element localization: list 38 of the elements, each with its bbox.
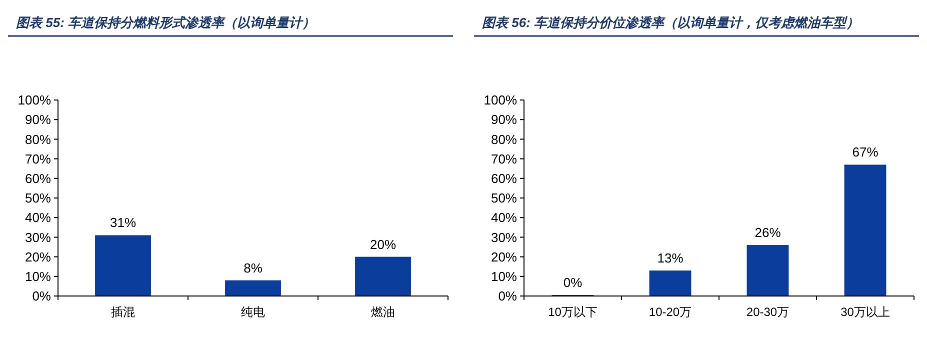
y-tick-label: 10% [490,268,518,284]
y-tick-label: 100% [484,92,518,108]
x-tick-label: 10-20万 [648,305,692,319]
y-tick-label: 10% [24,268,52,284]
y-tick-label: 0% [498,288,518,304]
x-tick-label: 30万以上 [840,305,890,319]
y-tick-label: 90% [24,112,52,128]
data-label: 67% [852,144,879,160]
y-tick-label: 80% [490,132,518,147]
x-tick-label: 插混 [111,305,135,319]
y-tick-label: 20% [24,249,52,264]
y-tick-label: 40% [24,210,52,226]
y-tick-label: 100% [18,92,52,108]
x-tick-label: 纯电 [241,305,265,319]
y-tick-label: 70% [490,151,518,166]
data-label: 8% [244,260,263,276]
x-tick-label: 10万以下 [548,305,598,319]
chart-title: 图表 56: 车道保持分价位渗透率（以询单量计，仅考虑燃油车型） [482,15,860,30]
x-tick-label: 20-30万 [746,305,790,319]
x-tick-label: 燃油 [371,305,395,319]
data-label: 0% [563,275,583,290]
y-tick-label: 90% [490,112,518,128]
y-tick-label: 50% [24,190,52,206]
data-label: 20% [370,236,396,252]
y-tick-label: 70% [24,151,52,166]
y-tick-label: 80% [24,132,52,147]
y-tick-label: 30% [490,230,518,245]
y-tick-label: 60% [490,170,518,186]
y-tick-label: 50% [490,190,518,206]
y-tick-label: 20% [490,249,518,264]
y-tick-label: 40% [490,210,518,226]
data-label: 26% [754,225,782,240]
data-label: 13% [657,250,684,266]
y-tick-label: 0% [32,288,52,304]
y-tick-label: 30% [24,230,52,245]
data-label: 31% [110,215,136,230]
y-tick-label: 60% [24,170,52,186]
chart-title: 图表 55: 车道保持分燃料形式渗透率（以询单量计） [16,15,316,30]
